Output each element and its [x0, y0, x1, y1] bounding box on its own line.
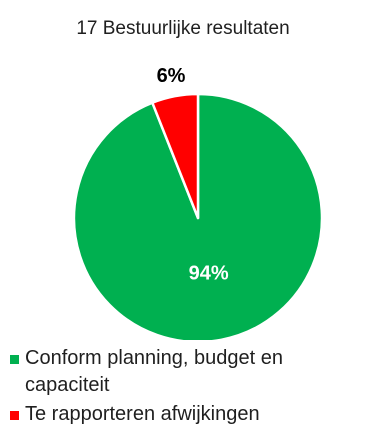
data-label-1: 94% — [189, 262, 229, 284]
pie-slices — [72, 92, 324, 340]
legend-swatch-2 — [10, 411, 19, 420]
pie-data-labels: 94% 6% — [157, 65, 229, 284]
legend-item-1: Conform planning, budget en capaciteit — [10, 345, 362, 399]
chart-title: 17 Bestuurlijke resultaten — [76, 18, 290, 39]
legend-label-1: Conform planning, budget en capaciteit — [25, 347, 283, 396]
pie-slice-2 — [151, 92, 200, 220]
chart-legend: Conform planning, budget en capaciteit Te… — [10, 345, 362, 430]
data-label-2: 6% — [157, 65, 186, 87]
legend-label-2: Te rapporteren afwijkingen — [25, 403, 260, 425]
pie-chart: 94% 6% — [72, 65, 324, 340]
legend-item-2: Te rapporteren afwijkingen — [10, 401, 362, 428]
legend-swatch-1 — [10, 355, 19, 364]
